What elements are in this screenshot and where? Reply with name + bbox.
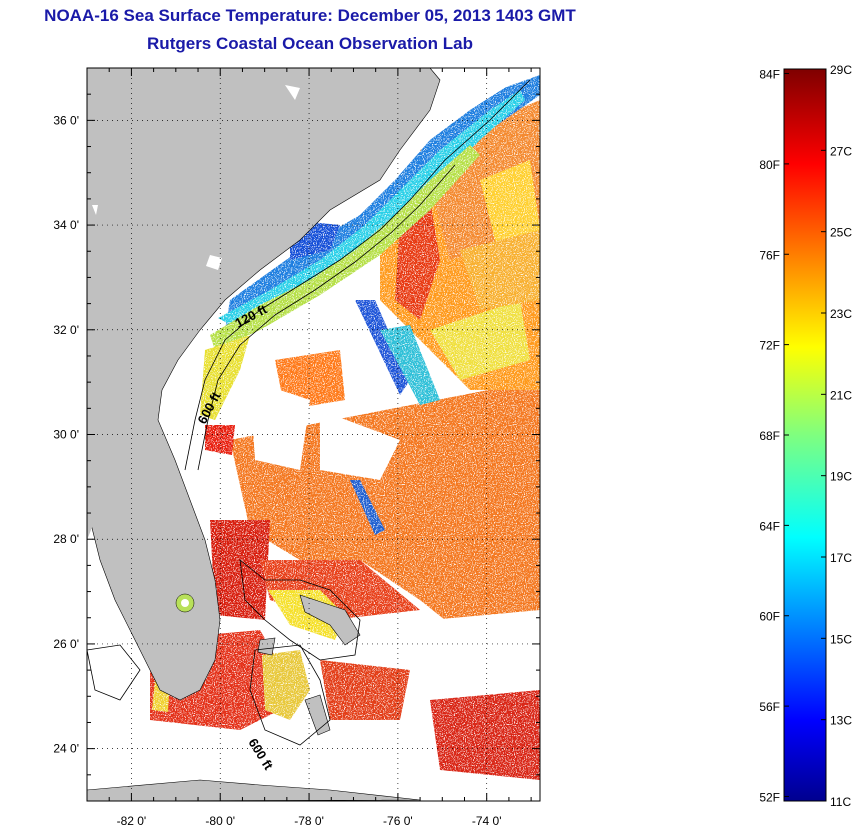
graticule [87,68,540,801]
x-tick-label: -78 0' [294,814,324,828]
y-tick-label: 28 0' [53,532,79,546]
colorbar-label-c: 29C [830,63,852,77]
y-tick-label: 24 0' [53,742,79,756]
x-tick-label: -76 0' [383,814,413,828]
x-tick-label: -80 0' [205,814,235,828]
colorbar-label-c: 27C [830,144,852,158]
land [87,68,441,801]
map-ticks [86,67,540,802]
y-tick-label: 26 0' [53,637,79,651]
y-tick-label: 30 0' [53,428,79,442]
colorbar-label-c: 23C [830,307,852,321]
colorbar-gradient [783,68,827,802]
colorbar-label-f: 84F [759,68,780,82]
colorbar-label-f: 60F [759,610,780,624]
colorbar-label-c: 17C [830,551,852,565]
colorbar-label-f: 68F [759,429,780,443]
x-tick-label: -74 0' [472,814,502,828]
colorbar-label-f: 80F [759,158,780,172]
y-tick-label: 32 0' [53,323,79,337]
x-tick-label: -82 0' [117,814,147,828]
colorbar-label-c: 21C [830,388,852,402]
colorbar-label-f: 56F [759,700,780,714]
y-tick-label: 34 0' [53,218,79,232]
colorbar-label-c: 25C [830,226,852,240]
colorbar-label-c: 11C [830,795,851,809]
map-title: NOAA-16 Sea Surface Temperature: Decembe… [44,6,576,25]
y-tick-label: 36 0' [53,113,79,127]
colorbar-label-f: 72F [759,339,780,353]
depth-contours [87,79,531,746]
colorbar-label-f: 76F [759,248,780,262]
colorbar-label-f: 64F [759,519,780,533]
colorbar-label-c: 13C [830,714,852,728]
colorbar-label-c: 19C [830,470,852,484]
colorbar-label-c: 15C [830,632,852,646]
map-subtitle: Rutgers Coastal Ocean Observation Lab [147,34,473,53]
colorbar-label-f: 52F [759,790,780,804]
